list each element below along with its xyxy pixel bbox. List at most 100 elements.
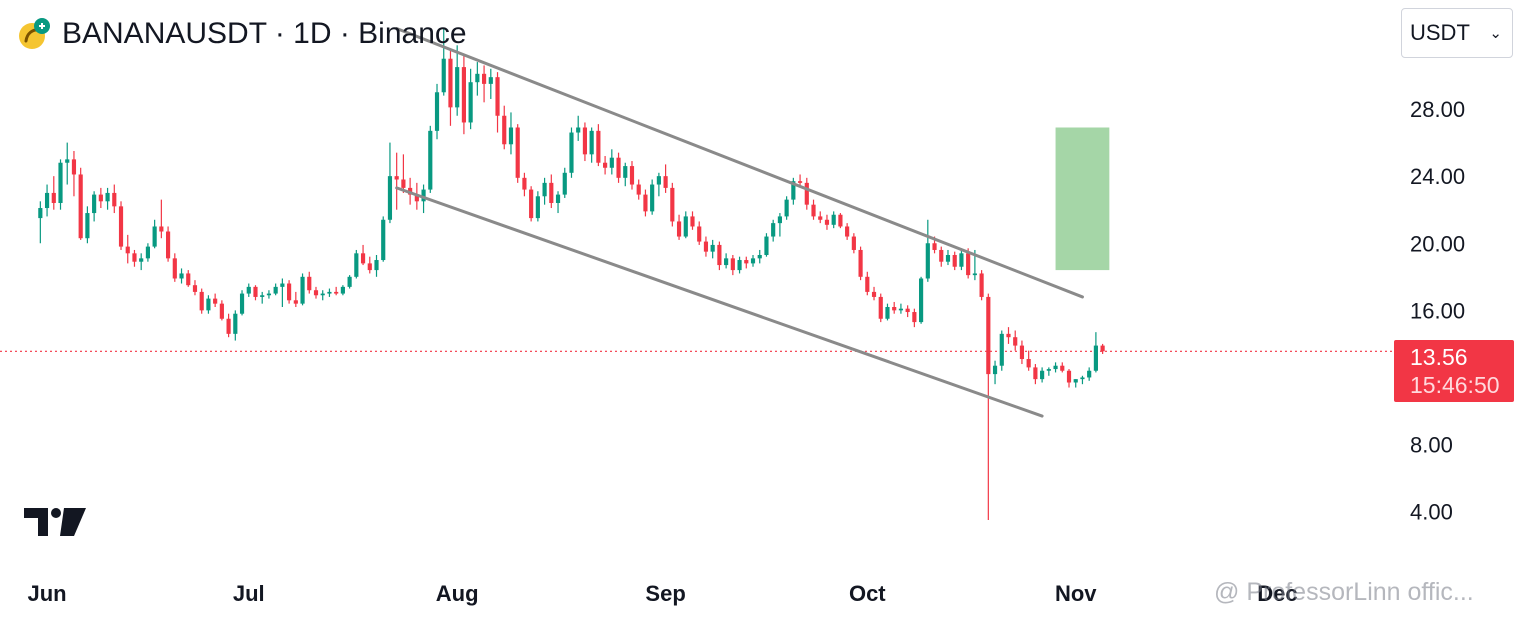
candle xyxy=(589,127,594,163)
candle xyxy=(999,330,1004,371)
candle xyxy=(730,254,735,276)
price-tick-label: 16.00 xyxy=(1410,298,1465,323)
candle-body xyxy=(381,219,386,261)
candle-body xyxy=(1013,337,1018,346)
candle xyxy=(307,271,312,294)
candle-body xyxy=(78,174,83,239)
candle xyxy=(549,174,554,209)
candle xyxy=(744,256,749,269)
candle xyxy=(1053,362,1058,373)
candle-body xyxy=(885,307,890,319)
candle xyxy=(576,115,581,141)
time-tick-label: Dec xyxy=(1257,581,1297,606)
currency-select[interactable]: USDT ⌄ xyxy=(1401,8,1513,58)
candle xyxy=(1040,367,1045,383)
candle-body xyxy=(481,73,487,84)
candle-body xyxy=(925,243,930,279)
candle xyxy=(724,253,729,269)
candle-body xyxy=(71,159,77,175)
tradingview-logo-icon[interactable] xyxy=(24,506,88,538)
candle xyxy=(475,62,480,96)
candle xyxy=(636,179,641,200)
candle-body xyxy=(945,254,951,262)
candle xyxy=(945,249,951,266)
candle xyxy=(165,226,171,262)
candle-body xyxy=(1073,379,1078,383)
candle xyxy=(811,199,816,220)
candle xyxy=(118,201,124,250)
candle xyxy=(266,290,272,299)
candle-body xyxy=(1019,345,1025,360)
candle-body xyxy=(468,82,473,123)
candle-body xyxy=(508,127,514,145)
candle xyxy=(179,268,184,284)
candle-body xyxy=(811,204,816,217)
candle xyxy=(616,152,621,183)
candle xyxy=(434,83,440,140)
target-zone-box xyxy=(1055,127,1110,271)
candle xyxy=(448,48,453,126)
candle-body xyxy=(334,291,339,294)
candle-body xyxy=(488,77,493,84)
candle xyxy=(596,124,601,167)
candle-body xyxy=(367,263,372,271)
candle-body xyxy=(246,286,251,294)
candle-body xyxy=(576,127,581,133)
candle xyxy=(737,256,742,274)
candle-body xyxy=(549,182,554,203)
candle xyxy=(387,142,393,224)
time-tick-label: Aug xyxy=(436,581,479,606)
candle-body xyxy=(555,194,561,203)
candle-body xyxy=(139,258,144,262)
candle-body xyxy=(744,260,749,264)
candle xyxy=(831,211,836,229)
candle-body xyxy=(676,221,682,237)
candle xyxy=(650,179,655,215)
candle-body xyxy=(98,194,103,202)
candle-body xyxy=(165,231,171,259)
candle-body xyxy=(824,219,830,225)
candle xyxy=(623,162,628,187)
candle-body xyxy=(1087,370,1092,378)
candle xyxy=(569,127,574,178)
candle xyxy=(643,189,648,217)
candle xyxy=(381,216,386,262)
candle xyxy=(703,236,709,257)
candle xyxy=(172,253,177,282)
candle xyxy=(1046,367,1051,376)
candle xyxy=(515,124,520,183)
candle xyxy=(919,276,924,324)
candle xyxy=(44,184,50,217)
candle xyxy=(979,270,984,301)
candle xyxy=(105,187,110,210)
candle xyxy=(757,249,762,264)
time-axis[interactable]: Jun Jul Aug Sep Oct Nov Dec xyxy=(28,581,1298,606)
candle-body xyxy=(1080,377,1085,380)
candle-body xyxy=(1093,345,1098,371)
candle-body xyxy=(112,192,117,207)
candle xyxy=(1073,379,1078,388)
candle-body xyxy=(629,166,635,185)
candle-body xyxy=(992,365,998,375)
candle xyxy=(1100,343,1105,354)
candle-body xyxy=(1040,370,1045,380)
candle xyxy=(952,251,957,271)
candle xyxy=(529,186,534,222)
candle-body xyxy=(851,236,856,250)
chevron-down-icon: ⌄ xyxy=(1489,25,1502,42)
candle xyxy=(555,191,561,214)
candle xyxy=(374,254,379,277)
symbol-title: BANANAUSDT · 1D · Binance xyxy=(62,17,467,50)
candle xyxy=(797,174,803,187)
candle xyxy=(246,283,251,297)
candle xyxy=(78,167,83,240)
candle-body xyxy=(764,236,769,255)
candle xyxy=(186,270,191,287)
candle xyxy=(1060,362,1065,373)
candle xyxy=(85,206,90,244)
candle xyxy=(858,246,863,281)
price-tick-label: 28.00 xyxy=(1410,97,1465,122)
candle-body xyxy=(589,130,594,155)
